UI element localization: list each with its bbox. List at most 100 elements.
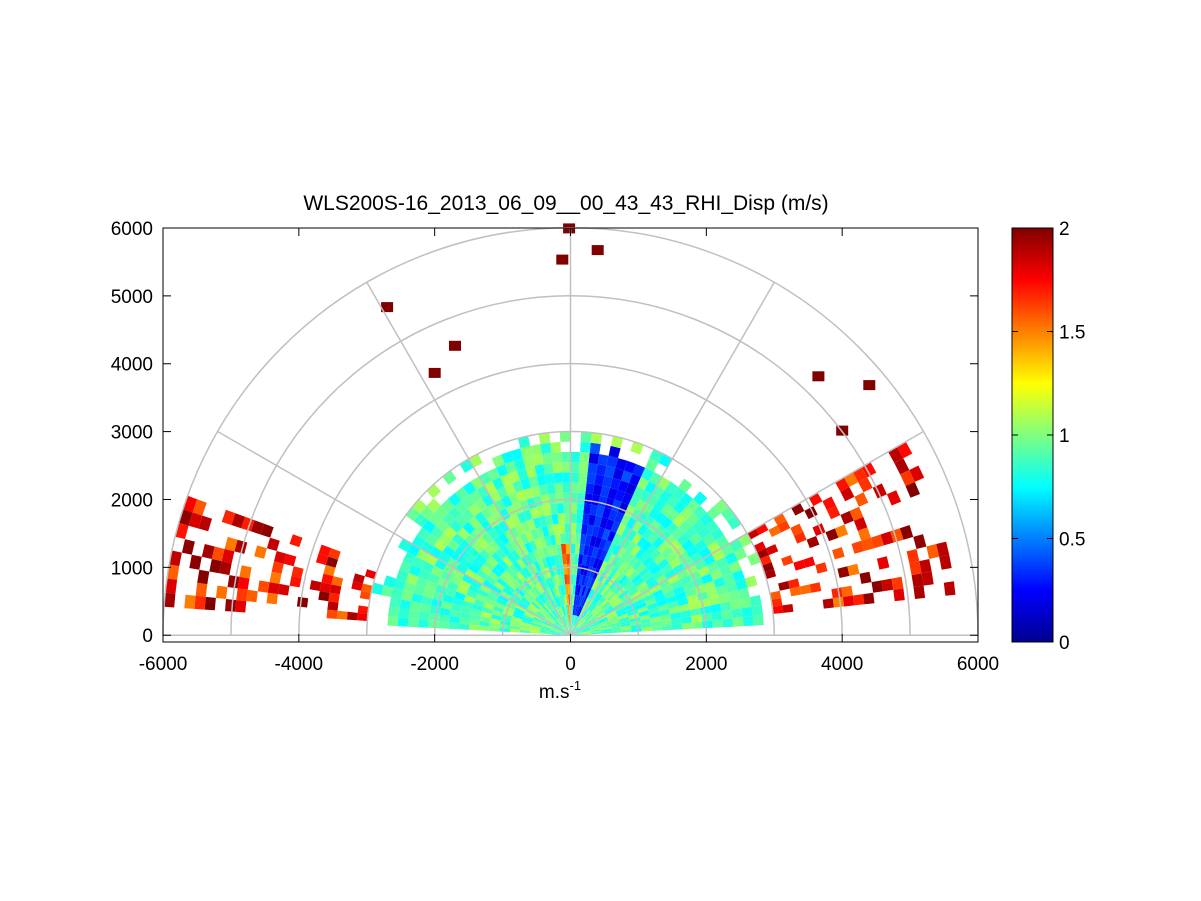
data-cell (672, 514, 686, 528)
data-cell (563, 564, 568, 575)
data-cell (751, 604, 763, 616)
data-cell (538, 484, 549, 496)
data-cell (680, 609, 692, 618)
data-cell (539, 580, 548, 592)
data-cell (570, 625, 573, 636)
data-cell (534, 597, 544, 607)
data-cell (323, 565, 336, 577)
data-cell (582, 513, 590, 525)
data-cell (665, 551, 678, 564)
data-cell (492, 524, 504, 537)
data-cell (422, 588, 435, 599)
data-cell (658, 579, 671, 589)
data-cell (525, 609, 536, 617)
data-cell (231, 513, 245, 529)
data-cell (630, 544, 641, 556)
data-cell (576, 606, 582, 617)
data-cell (598, 538, 607, 550)
data-cell (556, 503, 565, 514)
data-cell (747, 528, 760, 540)
data-cell (612, 467, 624, 481)
data-cell (448, 616, 460, 624)
data-cell (421, 595, 433, 606)
data-cell (630, 508, 642, 521)
data-cell (277, 583, 290, 596)
data-cell (547, 524, 555, 536)
data-cell (896, 441, 913, 459)
data-cell (425, 553, 439, 566)
data-cell (618, 574, 629, 585)
data-cell (169, 550, 182, 567)
data-cell (421, 561, 435, 574)
data-cell (616, 523, 626, 536)
data-cell (655, 574, 668, 585)
data-cell (579, 585, 584, 596)
data-cell (541, 557, 549, 569)
data-cell (589, 556, 596, 568)
data-cell (550, 632, 561, 635)
data-cell (449, 520, 463, 533)
data-cell (598, 571, 607, 583)
colorbar-tick-label: 0 (1059, 633, 1070, 654)
data-cell (472, 603, 484, 612)
data-cell (408, 609, 420, 620)
data-cell (510, 549, 521, 561)
data-cell (553, 472, 563, 484)
data-cell (607, 487, 618, 500)
data-cell (641, 589, 653, 599)
data-cell (842, 595, 855, 607)
data-cell (522, 566, 532, 578)
data-cell (530, 528, 539, 541)
data-cell (516, 511, 527, 524)
data-cell (570, 482, 579, 493)
data-cell (486, 593, 498, 603)
data-cell (449, 575, 462, 586)
data-cell (510, 622, 521, 628)
data-cell (318, 544, 332, 557)
data-cell (558, 618, 565, 627)
data-cell (853, 516, 868, 531)
data-cell (560, 451, 571, 463)
data-cell (507, 580, 518, 591)
data-cell (237, 576, 250, 590)
data-cell (529, 562, 539, 574)
data-cell (495, 548, 507, 560)
data-cell (593, 607, 603, 616)
data-cell (413, 584, 426, 596)
data-cell (554, 533, 561, 545)
isolated-return (381, 302, 394, 313)
data-cell (590, 627, 601, 631)
data-cell (832, 547, 845, 560)
data-cell (624, 460, 637, 474)
data-cell (405, 507, 421, 522)
data-cell (551, 452, 562, 463)
data-cell (799, 584, 812, 595)
data-cell (646, 560, 658, 572)
data-cell (490, 618, 501, 625)
data-cell (560, 595, 565, 606)
data-cell (586, 616, 596, 624)
data-cell (537, 548, 546, 560)
data-cell (590, 432, 603, 444)
data-cell (620, 622, 631, 628)
data-cell (670, 611, 682, 620)
data-cell (573, 594, 577, 605)
data-cell (561, 616, 567, 627)
data-cell (192, 499, 207, 516)
data-cell (806, 536, 820, 549)
data-cell (198, 515, 212, 532)
data-cell (610, 627, 622, 631)
data-cell (455, 545, 468, 558)
data-cell (429, 546, 443, 559)
data-cell (498, 520, 510, 533)
data-cell (579, 544, 585, 555)
data-cell (611, 599, 622, 608)
data-cell (651, 625, 663, 631)
data-cell (540, 632, 551, 635)
data-cell (525, 592, 535, 602)
data-cell (640, 622, 652, 628)
data-cell (581, 523, 588, 535)
data-cell (565, 543, 571, 554)
data-cell (448, 622, 460, 630)
data-cell (876, 556, 890, 570)
